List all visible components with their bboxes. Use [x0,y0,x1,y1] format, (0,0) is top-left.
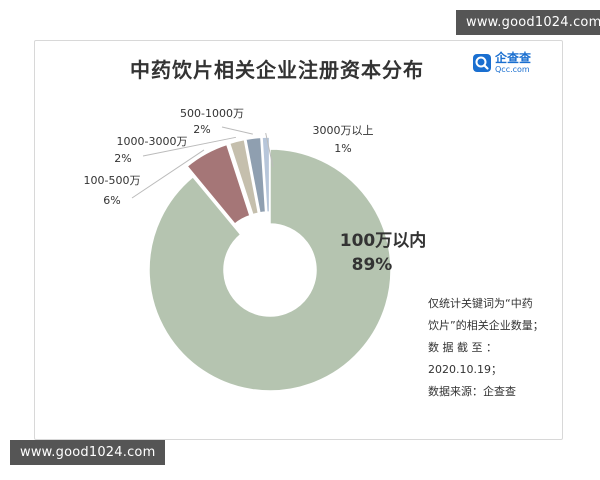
slice-value-label: 2% [114,152,131,165]
leader-line [142,136,237,157]
leader-line [265,132,274,168]
slice-category-label: 100万以内 [340,230,427,251]
slice-100-500w [186,143,251,226]
slice-value-label: 2% [193,123,210,136]
slice-value-label: 6% [103,194,120,207]
qcc-logo: 企查查 Qcc.com [472,52,531,74]
leader-line [221,126,253,135]
slice-value-label: 89% [352,255,393,275]
footnote: 仅统计关键词为“中药 饮片”的相关企业数量； 数 据 截 至 ： 2020.10… [428,293,556,403]
slice-1000-3000w [228,138,260,216]
footnote-line: 数据来源：企查查 [428,385,516,398]
slice-500-1000w [244,136,267,214]
slice-category-label: 3000万以上 [313,124,374,137]
footnote-line: 饮片”的相关企业数量； [428,319,544,332]
chart-title: 中药饮片相关企业注册资本分布 [130,58,424,82]
slice-category-label: 100-500万 [84,174,141,187]
slice-category-label: 500-1000万 [180,107,244,120]
watermark-top: www.good1024.com [456,10,600,35]
slice-3000w-above [261,136,271,213]
footnote-line: 2020.10.19； [428,363,502,376]
logo-sub: Qcc.com [495,65,530,74]
leader-line [131,149,205,199]
logo-name: 企查查 [495,51,532,65]
qcc-logo-icon [473,54,491,72]
watermark-bottom: www.good1024.com [10,440,166,465]
slice-value-label: 1% [334,142,351,155]
slice-100w-below [148,148,392,392]
footnote-line: 数 据 截 至 ： [428,341,497,354]
footnote-line: 仅统计关键词为“中药 [428,297,533,310]
slice-category-label: 1000-3000万 [117,135,188,148]
